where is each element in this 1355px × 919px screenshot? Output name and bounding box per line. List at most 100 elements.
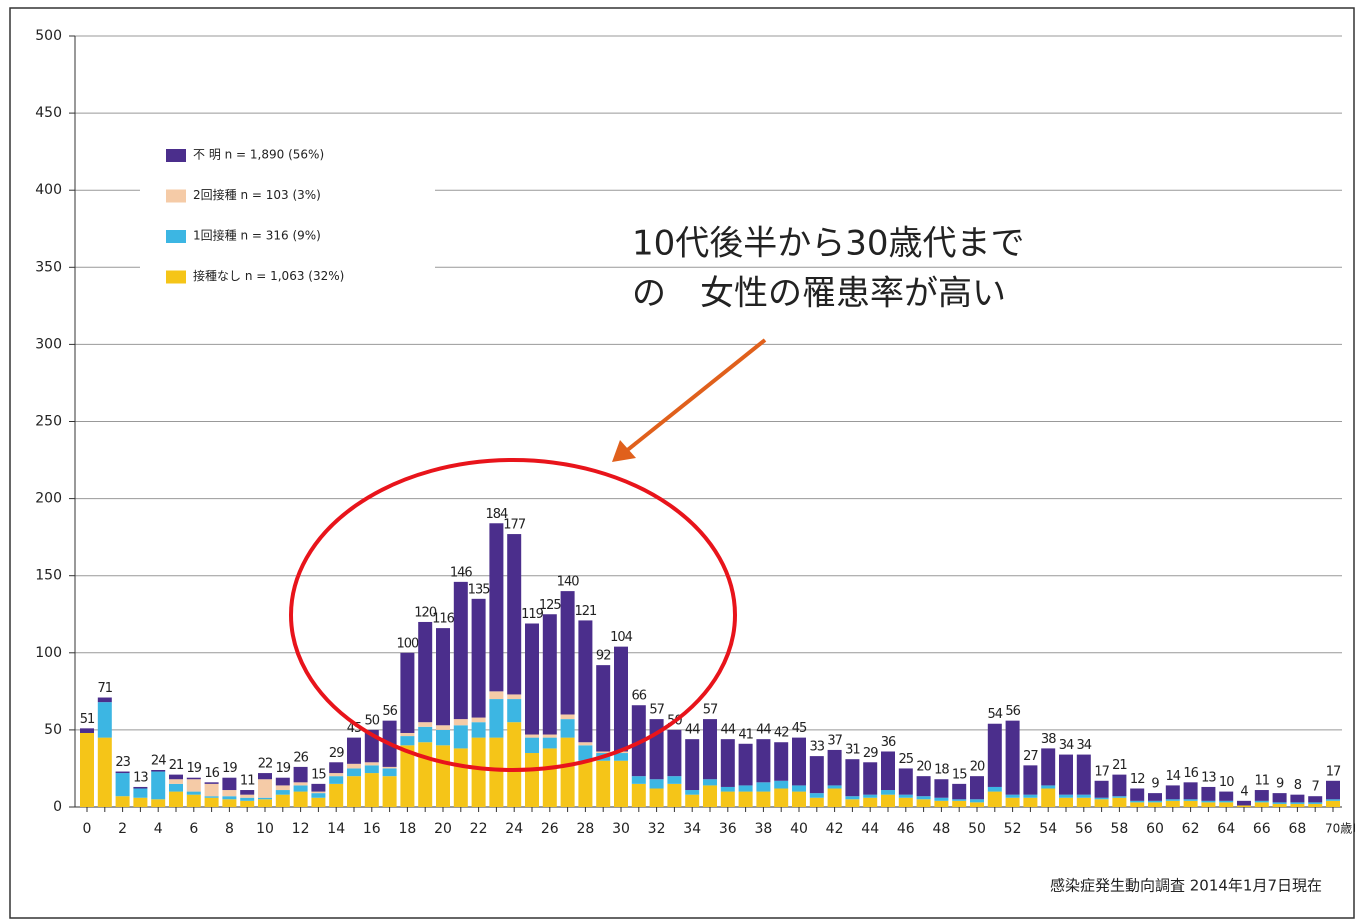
bar-segment — [453, 725, 468, 749]
bar-segment — [382, 768, 397, 777]
total-label: 104 — [610, 630, 633, 645]
bar-segment — [987, 791, 1002, 807]
x-tick-label: 38 — [754, 821, 772, 837]
bar-segment — [898, 794, 913, 798]
x-tick-label: 32 — [648, 821, 666, 837]
bar-segment — [685, 739, 700, 791]
total-label: 17 — [1094, 764, 1109, 779]
bar-segment — [311, 783, 326, 792]
bar-segment — [418, 726, 433, 743]
bar-segment — [418, 621, 433, 723]
bar-segment — [186, 779, 201, 792]
bar-segment — [293, 782, 308, 786]
total-label: 13 — [1201, 770, 1216, 785]
bar-segment — [1201, 800, 1216, 803]
legend-label: 接種なし n = 1,063 (32%) — [193, 268, 344, 283]
bar-segment — [151, 799, 166, 807]
bar-segment — [311, 793, 326, 798]
total-label: 140 — [557, 575, 580, 590]
total-label: 24 — [151, 753, 166, 768]
total-label: 20 — [970, 760, 985, 775]
bar-segment — [525, 734, 539, 738]
bar-segment — [347, 776, 361, 807]
bar-segment — [293, 785, 308, 792]
total-label: 25 — [899, 752, 914, 767]
total-label: 38 — [1041, 732, 1056, 747]
bar-segment — [507, 699, 522, 723]
source: 感染症発生動向調査 2014年1月7日現在 — [1050, 877, 1322, 895]
total-label: 14 — [1166, 769, 1181, 784]
bar-segment — [578, 620, 593, 743]
bar-segment — [1254, 790, 1269, 801]
bar-segment — [347, 763, 361, 769]
bar-segment — [471, 737, 486, 807]
bar-segment — [1183, 800, 1198, 807]
bar-segment — [1094, 799, 1109, 807]
total-label: 56 — [1005, 704, 1020, 719]
x-tick-label: 12 — [292, 821, 310, 837]
bar-segment — [1237, 800, 1251, 806]
x-tick-label: 22 — [470, 821, 488, 837]
total-label: 11 — [240, 774, 255, 789]
bar-segment — [329, 776, 344, 784]
bar-segment — [720, 791, 735, 807]
bar-segment — [1308, 802, 1323, 804]
arrow-line — [623, 338, 767, 454]
total-label: 18 — [934, 763, 949, 778]
total-label: 116 — [432, 612, 455, 627]
bar-segment — [204, 796, 219, 798]
bar-segment — [186, 794, 201, 807]
bar-segment — [685, 794, 700, 807]
bar-segment — [596, 751, 611, 754]
bar-segment — [436, 725, 450, 730]
y-tick-label: 0 — [53, 799, 62, 815]
bar-segment — [1130, 788, 1145, 801]
bar-segment — [845, 799, 860, 807]
bar-segment — [1076, 794, 1091, 798]
x-tick-label: 66 — [1253, 821, 1271, 837]
bar-segment — [436, 628, 450, 726]
total-label: 22 — [258, 757, 273, 772]
bar-segment — [1183, 799, 1198, 801]
total-label: 9 — [1151, 777, 1159, 792]
bar-segment — [596, 665, 611, 752]
total-label: 20 — [916, 760, 931, 775]
bar-segment — [970, 802, 984, 807]
bar-segment — [1219, 791, 1234, 801]
bar-segment — [489, 691, 504, 700]
bar-segment — [436, 729, 450, 746]
bar-segment — [881, 751, 895, 791]
total-label: 34 — [1077, 738, 1092, 753]
bar-segment — [471, 722, 486, 738]
bar-segment — [1005, 720, 1020, 795]
x-tick-label: 6 — [189, 821, 198, 837]
legend-label: 2回接種 n = 103 (3%) — [193, 187, 321, 202]
total-label: 8 — [1294, 778, 1302, 793]
bar-segment — [1272, 803, 1287, 807]
bar-segment — [133, 788, 148, 798]
x-tick-label: 48 — [932, 821, 950, 837]
total-label: 9 — [1276, 777, 1284, 792]
arrow-head — [612, 440, 636, 462]
x-tick-label: 16 — [363, 821, 381, 837]
x-tick-label: 46 — [897, 821, 915, 837]
x-tick-label: 44 — [861, 821, 879, 837]
total-label: 50 — [365, 713, 380, 728]
bar-segment — [1076, 754, 1091, 795]
bar-segment — [151, 771, 166, 800]
bar-segment — [827, 749, 842, 786]
x-tick-label: 60 — [1146, 821, 1164, 837]
bar-segment — [240, 797, 255, 801]
bar-segment — [258, 797, 272, 800]
bar-segment — [827, 785, 842, 789]
bar-segment — [578, 745, 593, 761]
x-tick-label: 64 — [1217, 821, 1235, 837]
x-tick-label: 70歳以上 — [1325, 822, 1355, 836]
bar-segment — [364, 773, 379, 807]
bar-segment — [80, 728, 94, 733]
annotation: の 女性の罹患率が高い — [632, 274, 1006, 314]
bar-segment — [863, 794, 878, 798]
bar-segment — [1130, 802, 1145, 807]
bar-segment — [809, 797, 824, 807]
